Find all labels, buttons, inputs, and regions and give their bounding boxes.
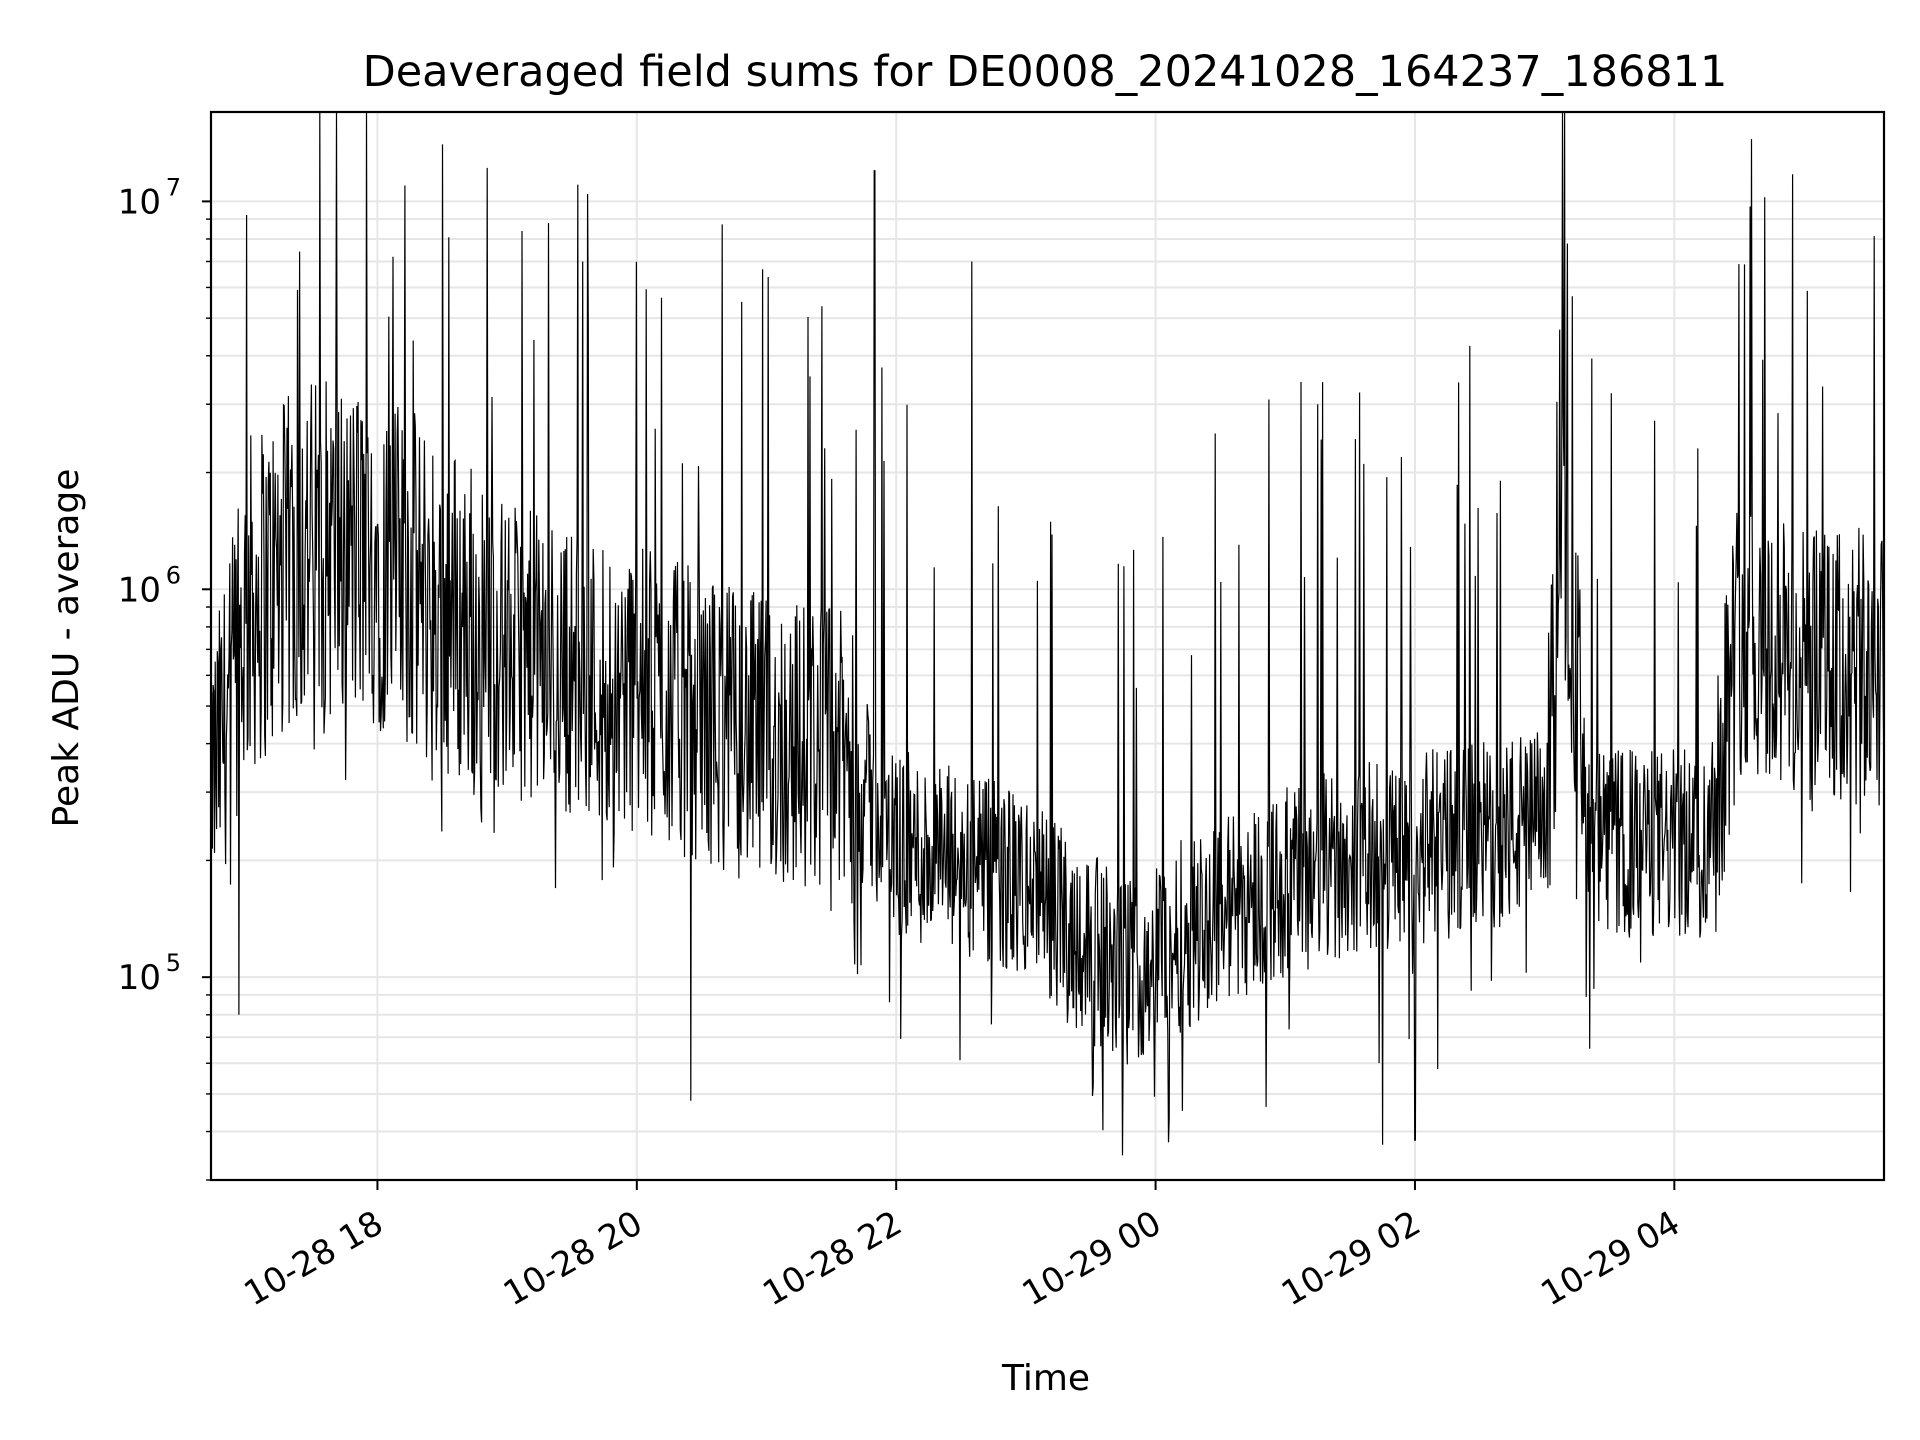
plot-frame (209, 110, 1886, 1182)
chart-title: Deaveraged field sums for DE0008_2024102… (363, 47, 1728, 97)
grid-lines (211, 112, 1884, 1181)
y-tick-label: 10 7 (118, 173, 181, 222)
series-line (210, 111, 1885, 1156)
y-axis-label: Peak ADU - average (46, 469, 87, 828)
x-axis-label: Time (1001, 1358, 1090, 1399)
data-line (210, 111, 1885, 1156)
